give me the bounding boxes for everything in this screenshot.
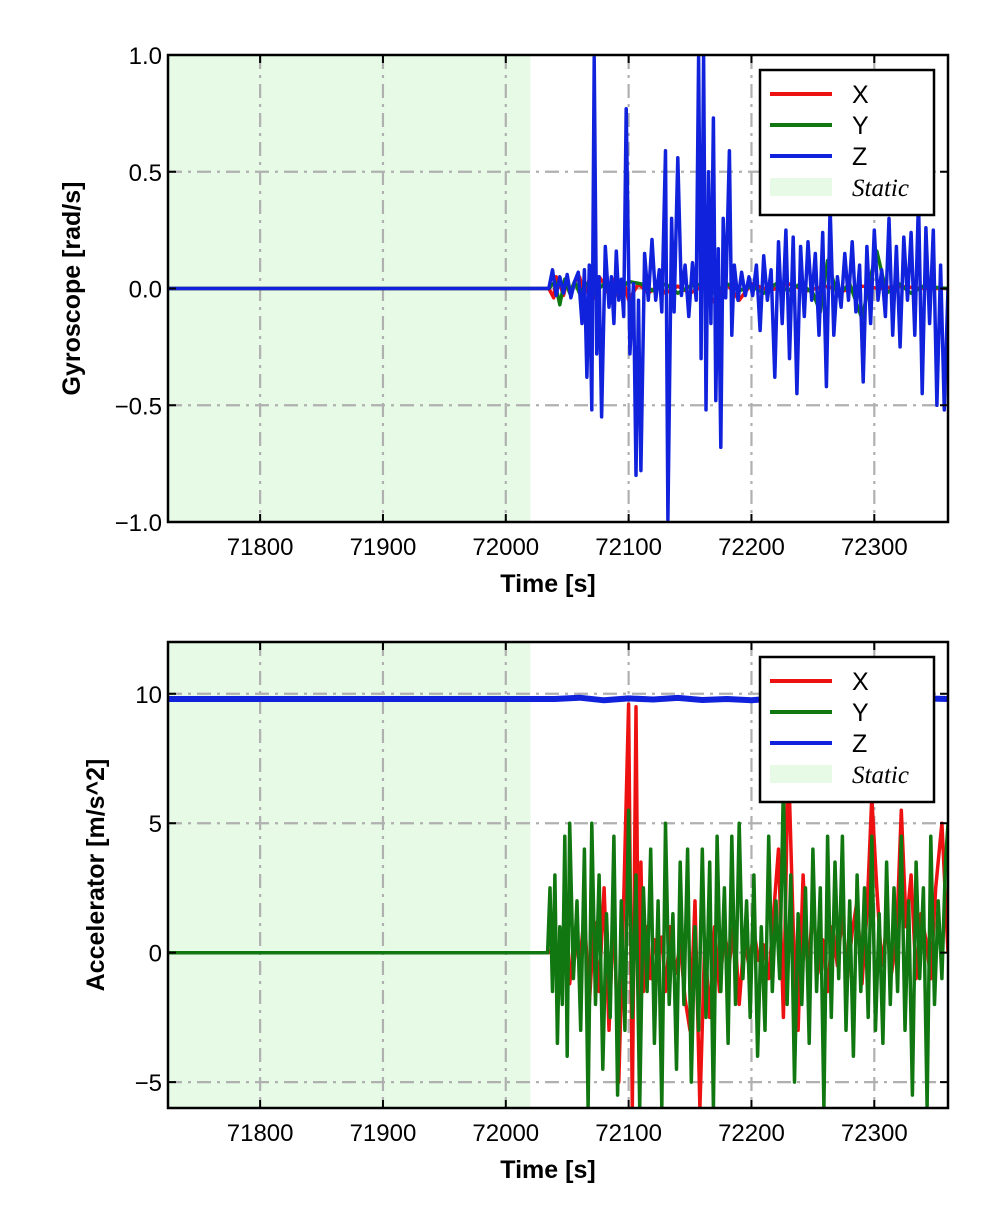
accel-ytick-label-0: −5	[135, 1070, 162, 1097]
gyro-legend-swatch-static	[770, 178, 832, 196]
accel-xtick-label-3: 72100	[595, 1120, 662, 1147]
accel-xtick-label-2: 72000	[472, 1120, 539, 1147]
gyro-legend-label-y: Y	[852, 112, 869, 140]
gyro-legend-label-static: Static	[852, 175, 909, 202]
gyro-xtick-label-1: 71900	[350, 534, 417, 561]
gyro-ytick-label-3: 0.5	[129, 160, 162, 187]
gyro-legend-label-z: Z	[852, 143, 867, 171]
gyro-x-axis-label: Time [s]	[500, 570, 595, 598]
accel-legend-label-static: Static	[852, 762, 909, 789]
accel-legend-label-y: Y	[852, 699, 869, 727]
gyro-legend-label-x: X	[852, 81, 869, 109]
accel-xtick-label-0: 71800	[227, 1120, 294, 1147]
gyro-series-group	[168, 55, 948, 522]
accel-panel: 71800 71900 72000 72100 72200 72300 −5 0 5 10 Time…	[82, 640, 950, 1184]
accel-plot-frame	[166, 640, 950, 1110]
gyro-xtick-label-5: 72300	[841, 534, 908, 561]
gyro-panel: 71800 71900 72000 72100 72200 72300 −1.0 −0.5 0.…	[58, 43, 950, 598]
gyro-ytick-label-0: −1.0	[115, 510, 162, 537]
gyro-xtick-label-3: 72100	[595, 534, 662, 561]
accel-legend: XYZ Static	[758, 655, 936, 804]
gyro-xtick-label-0: 71800	[227, 534, 294, 561]
gyro-series-z	[168, 55, 948, 522]
accel-y-axis-label: Accelerator [m/s^2]	[82, 759, 110, 992]
gyro-ytick-label-2: 0.0	[129, 277, 162, 304]
gyro-legend: XYZ Static	[758, 68, 936, 217]
accel-ytick-label-1: 0	[149, 941, 162, 968]
accel-series-y	[168, 782, 948, 1108]
accel-xtick-label-4: 72200	[718, 1120, 785, 1147]
accel-legend-label-z: Z	[852, 730, 867, 758]
accel-static-region	[168, 642, 531, 1108]
gyro-y-axis-label: Gyroscope [rad/s]	[58, 182, 86, 396]
accel-ytick-label-3: 10	[135, 682, 162, 709]
accel-legend-label-x: X	[852, 668, 869, 696]
accel-legend-swatch-static	[770, 765, 832, 783]
accel-xtick-label-1: 71900	[350, 1120, 417, 1147]
gyro-xtick-label-4: 72200	[718, 534, 785, 561]
gyro-xtick-label-2: 72000	[472, 534, 539, 561]
accel-xtick-label-5: 72300	[841, 1120, 908, 1147]
accel-x-axis-label: Time [s]	[500, 1156, 595, 1184]
accel-ytick-label-2: 5	[149, 811, 162, 838]
gyro-ytick-label-1: −0.5	[115, 393, 162, 420]
gyro-ytick-label-4: 1.0	[129, 43, 162, 70]
